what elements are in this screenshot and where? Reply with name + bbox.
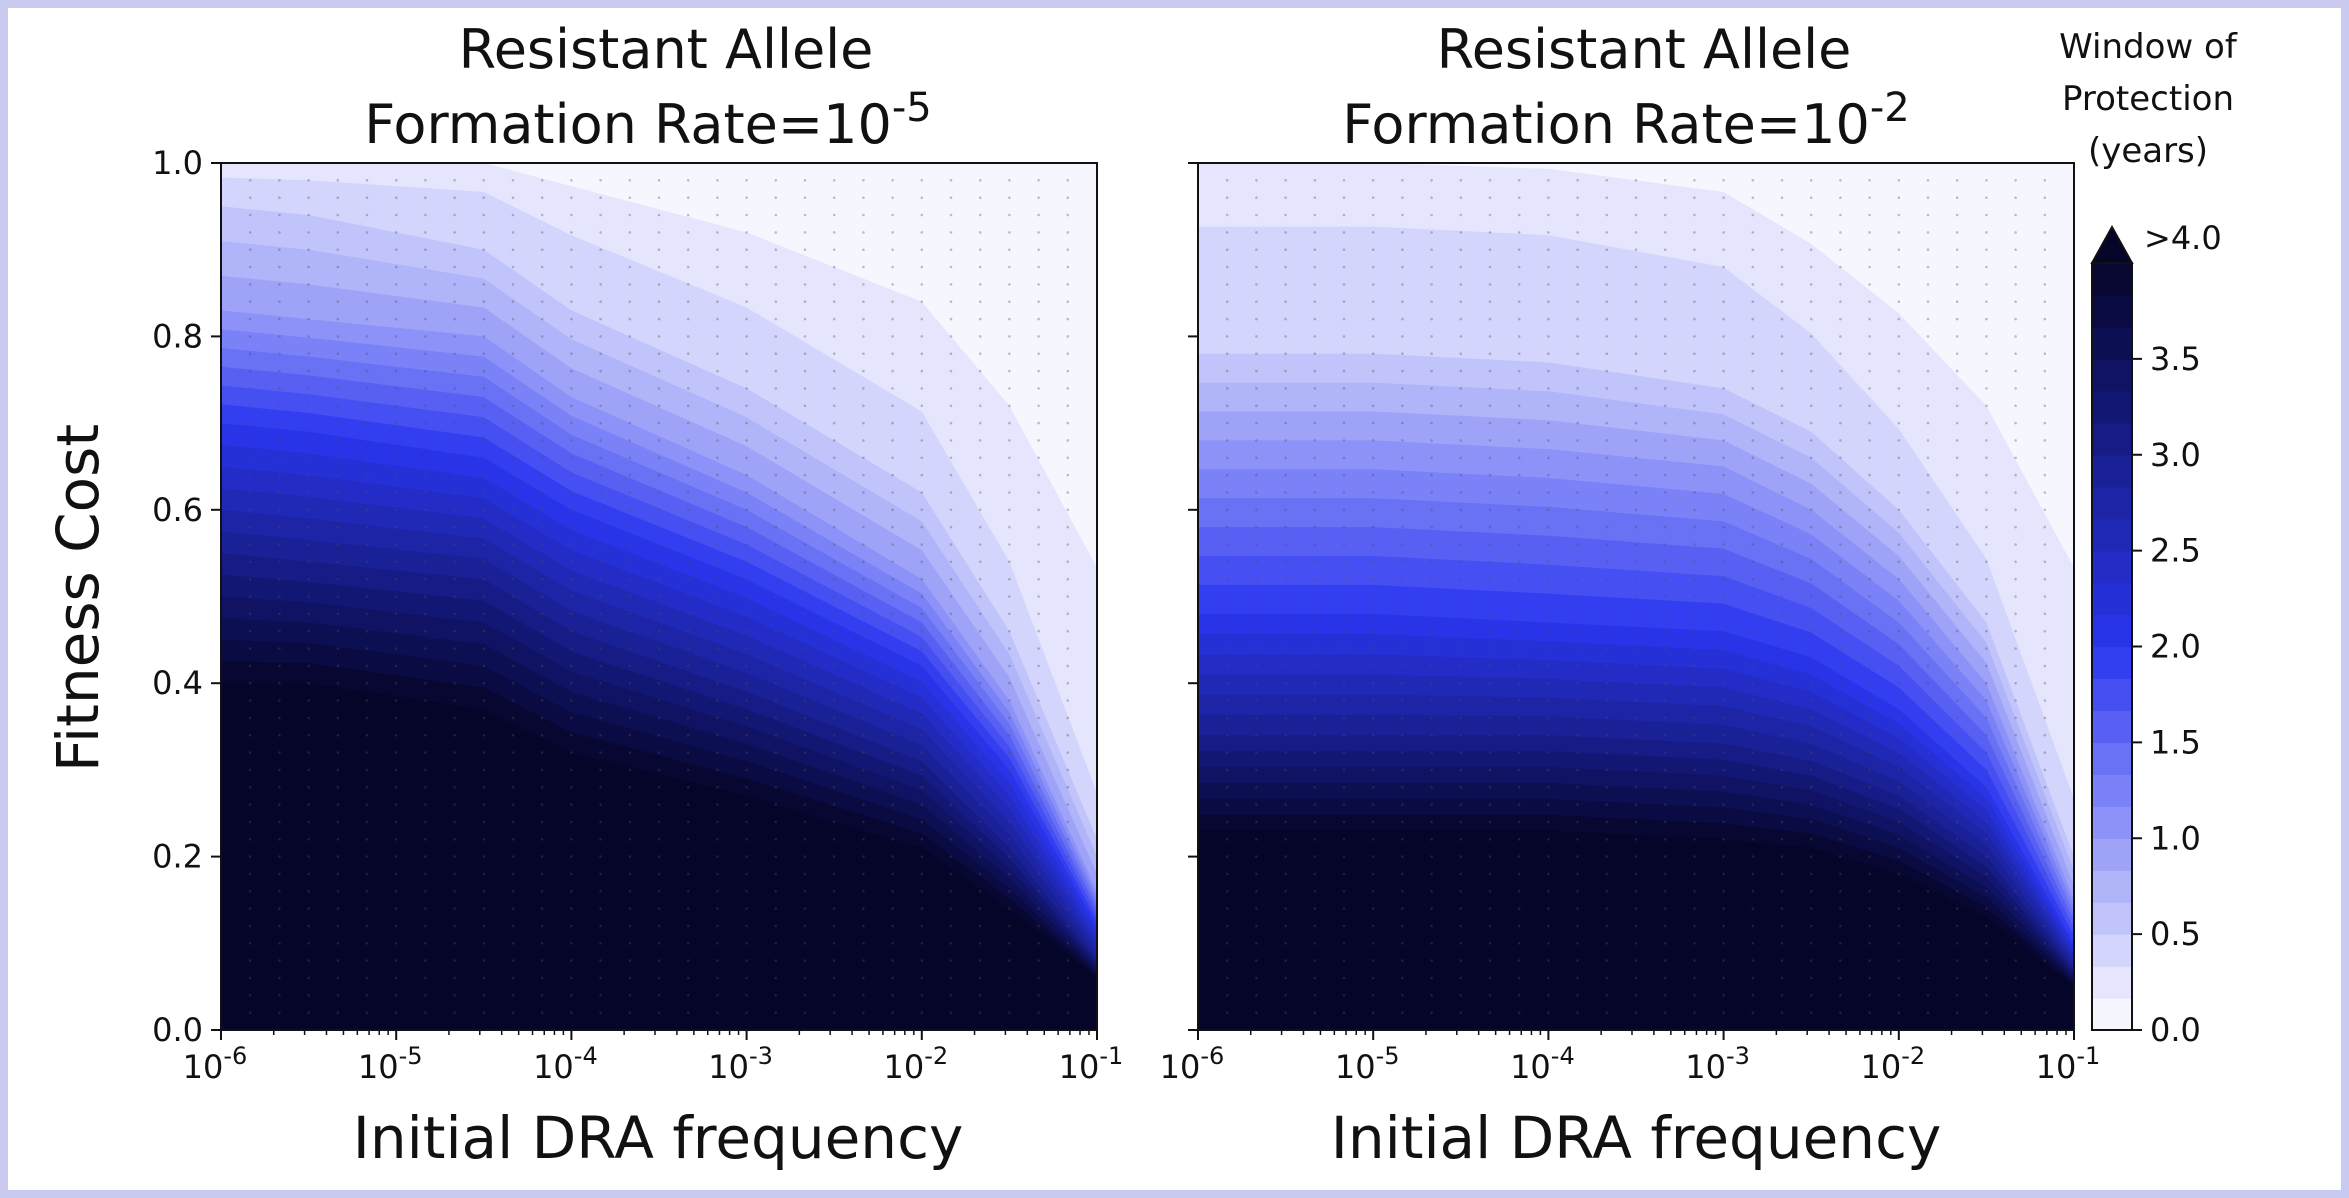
panel-right-title-line1: Resistant Allele (1437, 18, 1852, 81)
colorbar-band (2092, 614, 2132, 648)
colorbar-band (2092, 486, 2132, 520)
x-tick-label: 10-3 (708, 1042, 773, 1086)
panel-left-x-label: Initial DRA frequency (353, 1104, 964, 1172)
panel-left: Resistant Allele Formation Rate=10-5 10-… (152, 18, 1123, 1172)
colorbar-band (2092, 326, 2132, 360)
colorbar-tick-label: 1.5 (2150, 723, 2201, 761)
colorbar-band (2092, 678, 2132, 712)
colorbar-band (2092, 710, 2132, 743)
colorbar-band (2092, 582, 2132, 616)
colorbar-band (2092, 358, 2132, 392)
y-tick-label: 0.6 (152, 491, 203, 529)
panel-right-axes-box (1197, 162, 2075, 1031)
x-tick-label: 10-5 (358, 1042, 423, 1086)
x-tick-label: 10-6 (183, 1042, 248, 1086)
colorbar-band (2092, 454, 2132, 488)
panel-right: Resistant Allele Formation Rate=10-2 10-… (1160, 18, 2101, 1172)
colorbar-band (2092, 294, 2132, 328)
x-tick-label: 10-1 (2036, 1042, 2101, 1086)
colorbar-tick-label: 0.0 (2150, 1011, 2201, 1049)
y-tick-label: 0.2 (152, 838, 203, 876)
y-tick-label: 0.0 (152, 1011, 203, 1049)
colorbar-band (2092, 998, 2132, 1031)
x-tick-label: 10-2 (1860, 1042, 1925, 1086)
colorbar-band (2092, 966, 2132, 999)
colorbar-extend-arrow (2090, 224, 2134, 264)
panel-left-grid-dots (248, 179, 1070, 1014)
panel-right-heatmap (1198, 163, 2074, 1030)
colorbar-bands (2092, 263, 2132, 1031)
panel-left-title-line2: Formation Rate=10-5 (364, 85, 931, 156)
colorbar-band (2092, 518, 2132, 552)
panel-left-heatmap (221, 163, 1097, 1030)
colorbar-ticks: 0.0 0.5 1.0 1.5 2.0 2.5 3.0 3.5 (2132, 340, 2201, 1049)
heatmap-band (221, 683, 1097, 1030)
colorbar-band (2092, 870, 2132, 903)
colorbar-tick-label: 0.5 (2150, 915, 2201, 953)
colorbar-band (2092, 550, 2132, 584)
colorbar-band (2092, 902, 2132, 935)
colorbar-tick-label: 2.5 (2150, 532, 2201, 570)
y-axis-label: Fitness Cost (44, 424, 112, 772)
y-tick-label: 1.0 (152, 144, 203, 182)
panel-right-x-label: Initial DRA frequency (1331, 1104, 1942, 1172)
colorbar-band (2092, 934, 2132, 967)
colorbar-title-line2: Protection (2062, 79, 2234, 119)
x-tick-label: 10-4 (533, 1042, 598, 1086)
colorbar-band (2092, 422, 2132, 456)
colorbar-title-line1: Window of (2059, 27, 2238, 67)
colorbar-band (2092, 390, 2132, 424)
colorbar: Window of Protection (years) >4.0 0.0 0.5… (2059, 27, 2238, 1049)
colorbar-band (2092, 742, 2132, 775)
figure-canvas: Resistant Allele Formation Rate=10-5 10-… (44, 18, 2238, 1172)
x-tick-label: 10-1 (1059, 1042, 1124, 1086)
x-tick-label: 10-3 (1685, 1042, 1750, 1086)
panel-right-grid-dots (1225, 179, 2047, 1014)
colorbar-tick-label: 3.0 (2150, 436, 2201, 474)
panel-right-x-ticks: 10-6 10-5 10-4 10-3 10-2 10-1 (1160, 1030, 2101, 1086)
panel-right-title-line2: Formation Rate=10-2 (1342, 85, 1909, 156)
colorbar-band (2092, 263, 2132, 296)
colorbar-title-line3: (years) (2088, 131, 2208, 171)
colorbar-band (2092, 806, 2132, 839)
x-tick-label: 10-5 (1335, 1042, 1400, 1086)
colorbar-band (2092, 838, 2132, 871)
panel-left-y-ticks: 0.0 0.2 0.4 0.6 0.8 1.0 (152, 144, 221, 1049)
colorbar-tick-label: 3.5 (2150, 340, 2201, 378)
panel-left-x-ticks: 10-6 10-5 10-4 10-3 10-2 10-1 (183, 1030, 1124, 1086)
colorbar-tick-label: 1.0 (2150, 819, 2201, 857)
x-tick-label: 10-6 (1160, 1042, 1225, 1086)
colorbar-extend-label: >4.0 (2144, 219, 2222, 257)
panel-left-title-line1: Resistant Allele (459, 18, 874, 81)
colorbar-band (2092, 646, 2132, 680)
panel-left-axes-box (220, 162, 1098, 1031)
colorbar-tick-label: 2.0 (2150, 628, 2201, 666)
heatmap-band (1198, 830, 2074, 1030)
x-tick-label: 10-2 (883, 1042, 948, 1086)
x-tick-label: 10-4 (1510, 1042, 1575, 1086)
colorbar-band (2092, 774, 2132, 807)
y-tick-label: 0.8 (152, 317, 203, 355)
panel-right-y-ticks (1188, 162, 1198, 1031)
y-tick-label: 0.4 (152, 664, 203, 702)
